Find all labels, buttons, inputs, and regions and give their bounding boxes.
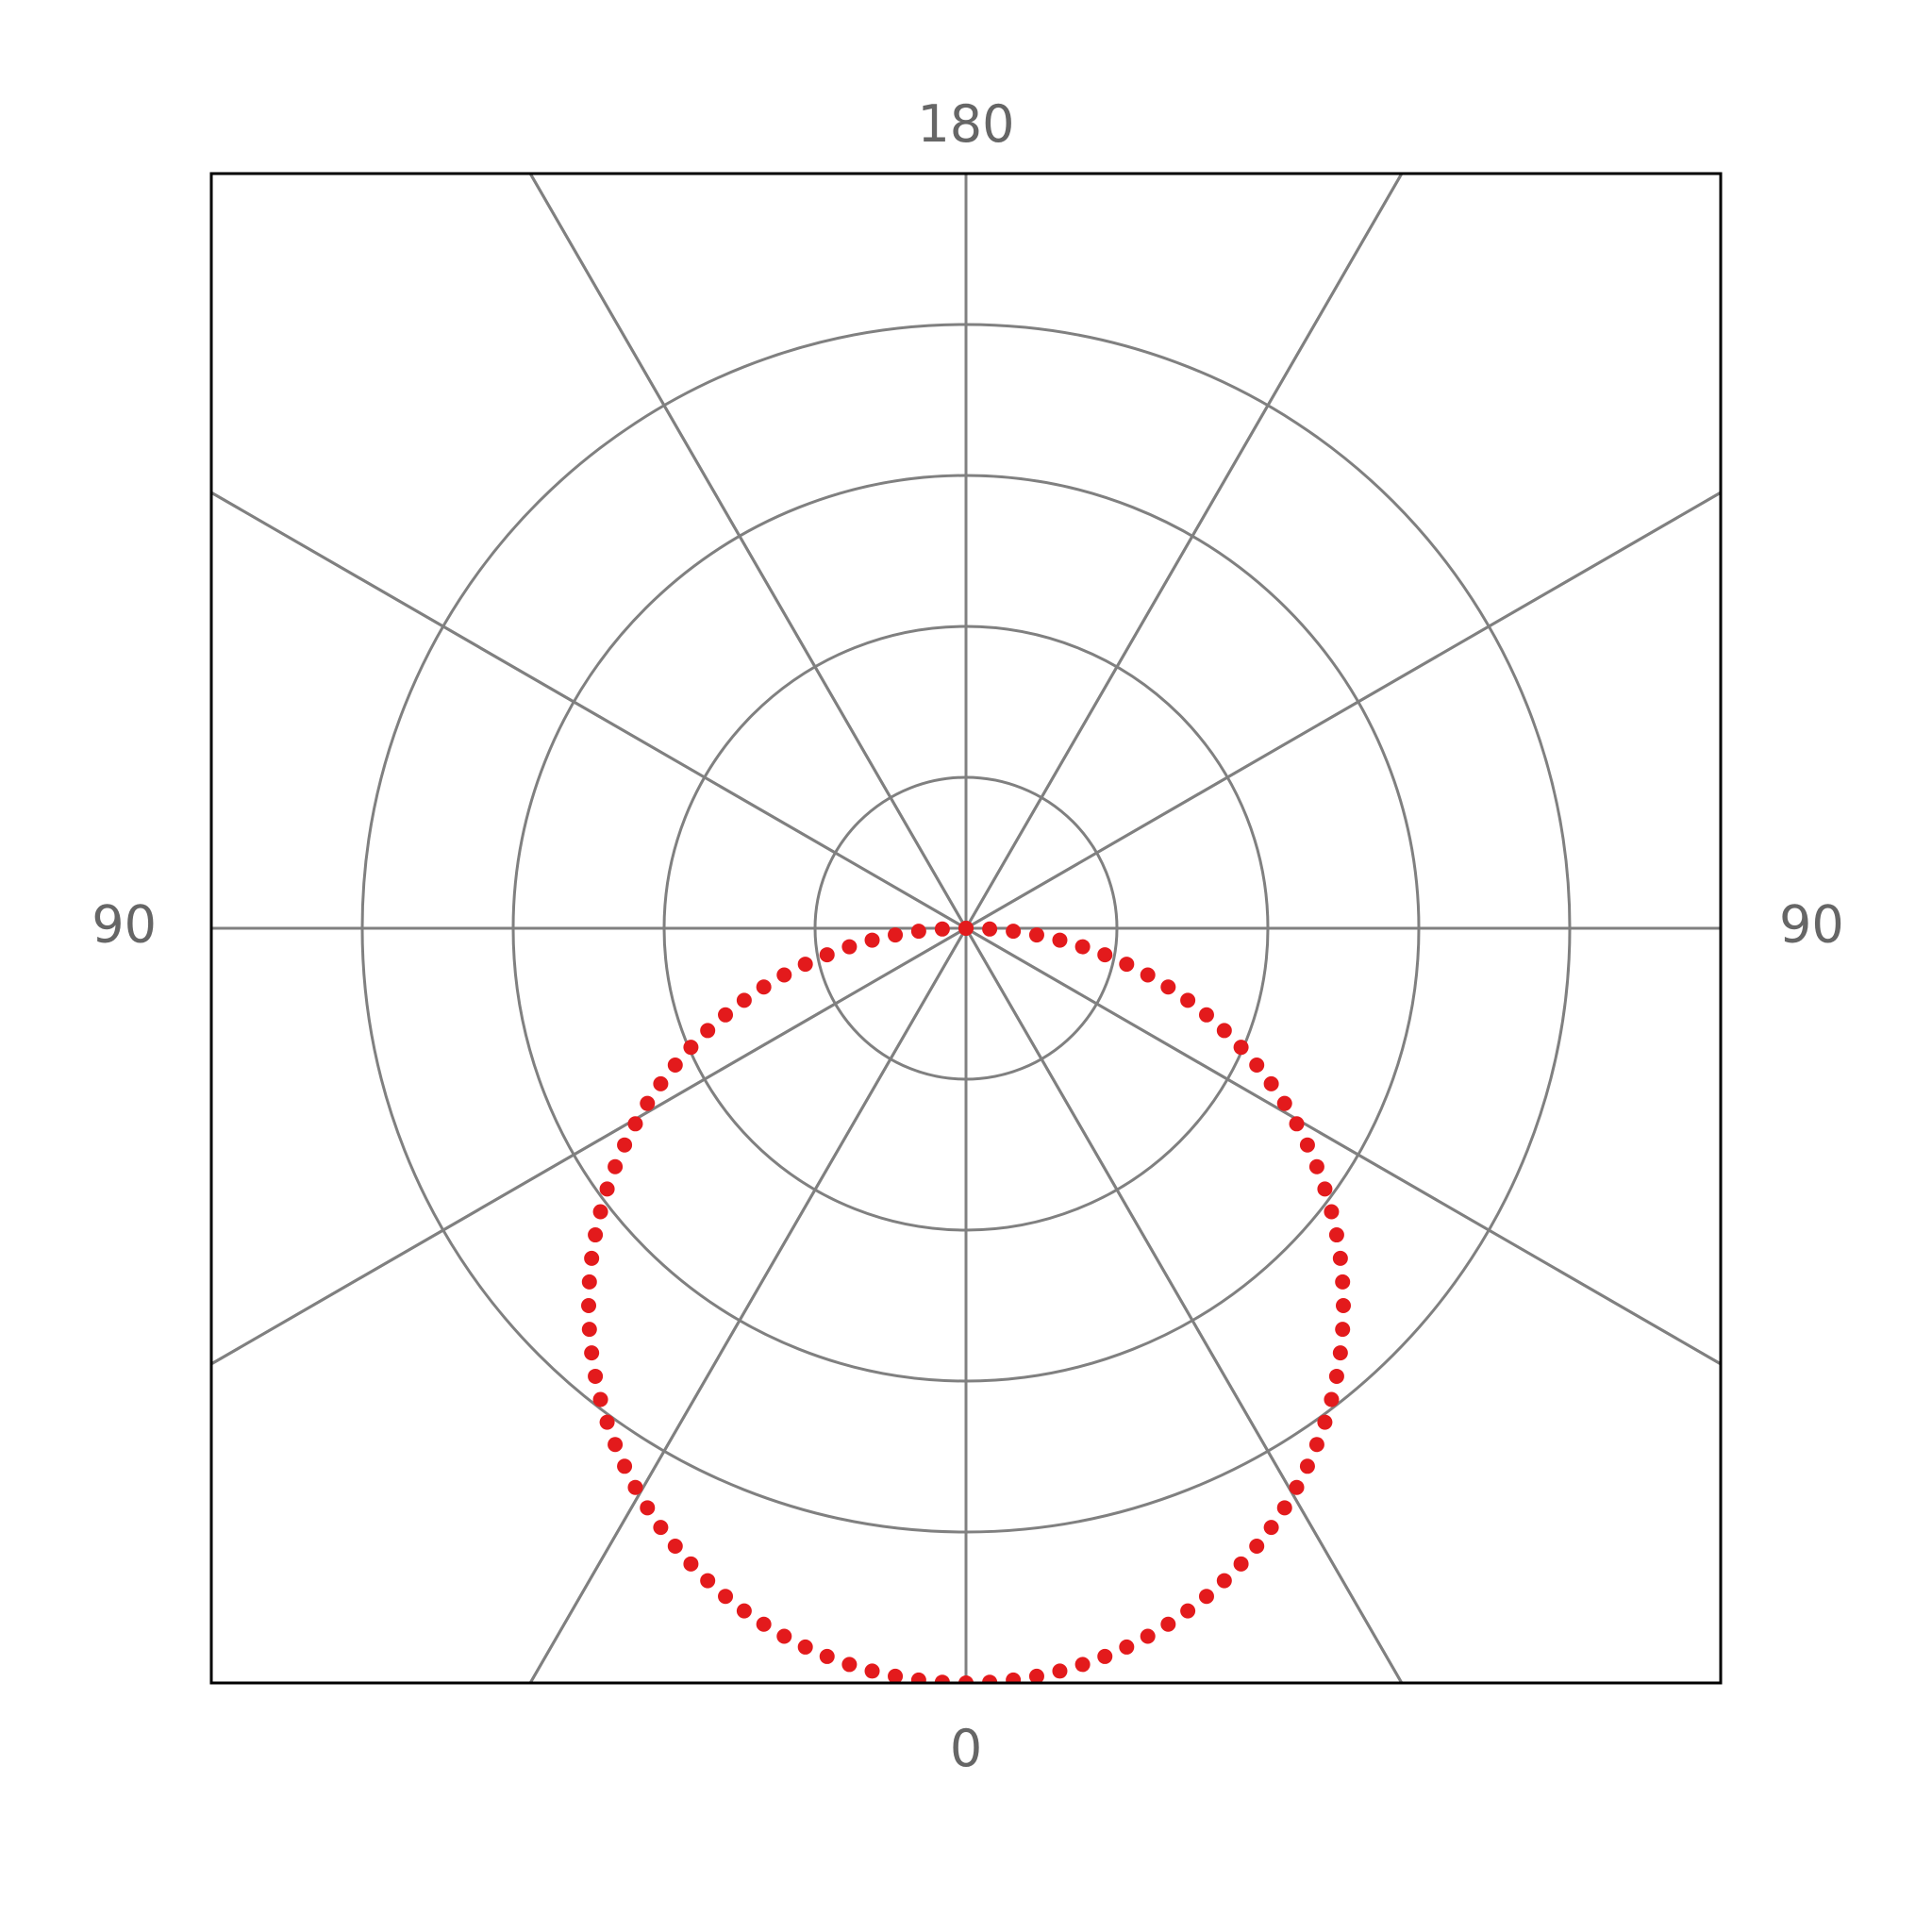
series-marker: [1249, 1058, 1264, 1073]
series-marker: [935, 922, 950, 937]
series-marker: [600, 1415, 615, 1430]
series-marker: [683, 1557, 698, 1572]
series-marker: [1317, 1415, 1332, 1430]
series-marker: [668, 1058, 683, 1073]
angle-label-top: 180: [917, 94, 1014, 154]
series-marker: [1029, 927, 1044, 942]
series-marker: [1324, 1205, 1339, 1220]
series-marker: [820, 1649, 835, 1664]
polar-chart-svg: 180 0 90 90: [0, 0, 1932, 1932]
series-marker: [608, 1437, 623, 1452]
series-marker: [1199, 1589, 1214, 1604]
series-marker: [865, 933, 880, 948]
series-marker: [757, 979, 772, 994]
series-marker: [982, 922, 997, 937]
series-marker: [700, 1023, 715, 1038]
series-marker: [1006, 924, 1021, 939]
series-marker: [700, 1574, 715, 1589]
series-marker: [582, 1322, 597, 1337]
series-marker: [653, 1076, 668, 1091]
series-marker: [600, 1181, 615, 1196]
series-marker: [617, 1458, 632, 1474]
series-marker: [593, 1391, 608, 1407]
series-marker: [1309, 1437, 1324, 1452]
series-marker: [1277, 1096, 1292, 1111]
polar-chart-container: 180 0 90 90: [0, 0, 1932, 1932]
series-marker: [1329, 1227, 1344, 1242]
series-marker: [1217, 1574, 1232, 1589]
series-marker: [1264, 1076, 1279, 1091]
series-marker: [737, 1604, 752, 1619]
series-marker: [683, 1040, 698, 1055]
series-marker: [584, 1345, 599, 1360]
series-marker: [588, 1227, 603, 1242]
series-marker: [1335, 1274, 1350, 1290]
series-marker: [865, 1663, 880, 1678]
series-marker: [1300, 1458, 1315, 1474]
series-marker: [1264, 1520, 1279, 1535]
series-marker: [1324, 1391, 1339, 1407]
series-marker: [584, 1251, 599, 1266]
series-marker: [841, 1657, 857, 1672]
series-marker: [1180, 992, 1195, 1008]
series-marker: [1249, 1539, 1264, 1554]
series-marker: [1052, 1663, 1067, 1678]
series-marker: [627, 1116, 642, 1131]
series-marker: [718, 1008, 733, 1023]
series-marker: [653, 1520, 668, 1535]
series-marker: [1335, 1322, 1350, 1337]
series-marker: [582, 1274, 597, 1290]
series-marker: [627, 1480, 642, 1495]
series-marker: [1119, 1640, 1134, 1655]
series-marker: [1290, 1116, 1305, 1131]
series-marker: [1329, 1369, 1344, 1384]
series-marker: [1234, 1040, 1249, 1055]
series-marker: [608, 1159, 623, 1174]
series-marker: [1097, 1649, 1112, 1664]
series-marker: [1160, 1617, 1175, 1632]
series-marker: [1075, 940, 1091, 955]
series-marker: [1199, 1008, 1214, 1023]
series-marker: [776, 967, 791, 982]
angle-label-bottom: 0: [950, 1719, 982, 1778]
series-marker: [776, 1629, 791, 1644]
series-marker: [1277, 1500, 1292, 1515]
series-marker: [820, 947, 835, 962]
series-marker: [588, 1369, 603, 1384]
series-marker: [1317, 1181, 1332, 1196]
series-marker: [958, 921, 974, 936]
series-marker: [1333, 1345, 1348, 1360]
series-marker: [1097, 947, 1112, 962]
series-marker: [798, 1640, 813, 1655]
series-marker: [581, 1298, 596, 1313]
series-marker: [1300, 1138, 1315, 1153]
series-marker: [888, 927, 903, 942]
series-marker: [668, 1539, 683, 1554]
series-marker: [640, 1096, 655, 1111]
series-marker: [1075, 1657, 1091, 1672]
series-marker: [617, 1138, 632, 1153]
series-marker: [1141, 967, 1156, 982]
series-marker: [1234, 1557, 1249, 1572]
series-marker: [737, 992, 752, 1008]
series-marker: [1290, 1480, 1305, 1495]
series-marker: [640, 1500, 655, 1515]
series-marker: [757, 1617, 772, 1632]
series-marker: [1141, 1629, 1156, 1644]
series-marker: [718, 1589, 733, 1604]
series-marker: [911, 924, 926, 939]
series-marker: [1052, 933, 1067, 948]
series-marker: [841, 940, 857, 955]
series-marker: [798, 957, 813, 972]
series-marker: [1336, 1298, 1351, 1313]
angle-label-right: 90: [1779, 895, 1844, 955]
angle-label-left: 90: [92, 895, 157, 955]
series-marker: [1160, 979, 1175, 994]
series-marker: [1333, 1251, 1348, 1266]
series-marker: [1119, 957, 1134, 972]
series-marker: [1180, 1604, 1195, 1619]
series-marker: [593, 1205, 608, 1220]
series-marker: [1309, 1159, 1324, 1174]
series-marker: [1217, 1023, 1232, 1038]
